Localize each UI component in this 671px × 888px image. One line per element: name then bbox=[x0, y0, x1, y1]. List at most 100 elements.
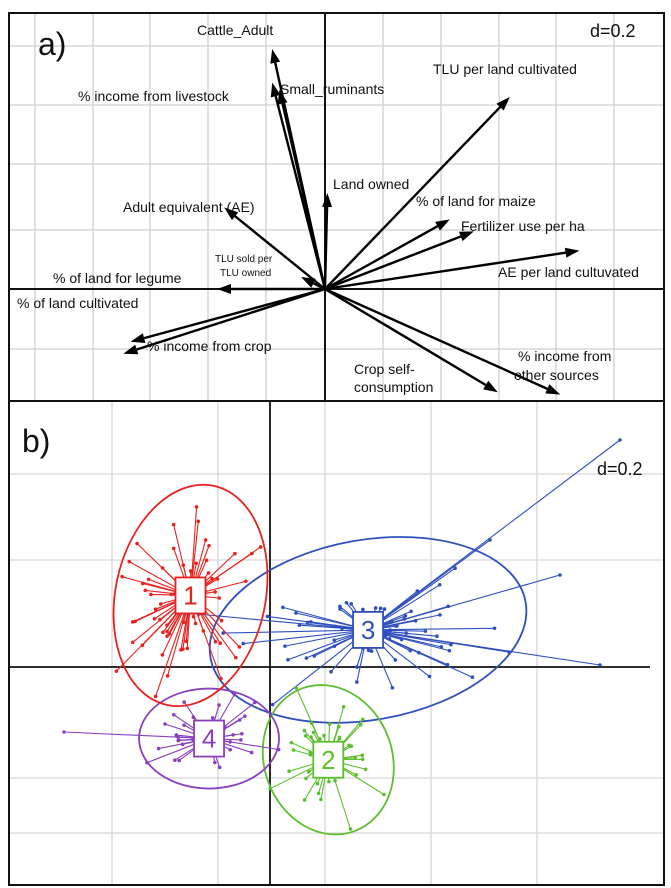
cluster-point bbox=[62, 730, 66, 734]
cluster-point bbox=[196, 520, 200, 524]
cluster-point bbox=[154, 695, 158, 699]
cluster-point bbox=[219, 677, 223, 681]
cluster-point bbox=[283, 644, 287, 648]
cluster-point bbox=[391, 686, 395, 690]
cluster-point bbox=[558, 573, 562, 577]
cluster-point bbox=[250, 751, 254, 755]
cluster-point bbox=[211, 716, 215, 720]
cluster-point bbox=[338, 605, 342, 609]
cluster-point bbox=[259, 545, 263, 549]
cluster-point bbox=[471, 675, 475, 679]
cluster-point bbox=[327, 780, 331, 784]
cluster-point bbox=[361, 758, 365, 762]
cluster-point bbox=[295, 686, 299, 690]
cluster-point bbox=[241, 642, 245, 646]
cluster-point bbox=[239, 738, 243, 742]
cluster-point bbox=[172, 547, 176, 551]
cluster-point bbox=[367, 649, 371, 653]
cluster-point bbox=[184, 640, 188, 644]
cluster-point bbox=[175, 733, 179, 737]
cluster-point bbox=[290, 741, 294, 745]
cluster-point bbox=[316, 782, 320, 786]
cluster-label: 2 bbox=[321, 745, 335, 775]
vector-label: % of land for legume bbox=[53, 270, 182, 286]
cluster-point bbox=[250, 552, 254, 556]
cluster-point bbox=[243, 714, 247, 718]
cluster-point bbox=[177, 738, 181, 742]
cluster-point bbox=[244, 579, 248, 583]
cluster-label: 3 bbox=[361, 615, 375, 645]
cluster-point bbox=[303, 798, 307, 802]
cluster-point bbox=[192, 615, 196, 619]
cluster-point bbox=[228, 748, 232, 752]
cluster-point bbox=[428, 675, 432, 679]
cluster-point bbox=[286, 658, 290, 662]
cluster-point bbox=[304, 777, 308, 781]
cluster-point bbox=[448, 649, 452, 653]
cluster-point bbox=[153, 617, 157, 621]
cluster-point bbox=[382, 793, 386, 797]
cluster-point bbox=[149, 593, 153, 597]
cluster-point bbox=[345, 601, 349, 605]
cluster-point bbox=[361, 608, 365, 612]
cluster-point bbox=[194, 561, 198, 565]
cluster-point bbox=[338, 737, 342, 741]
cluster-point bbox=[435, 634, 439, 638]
cluster-point bbox=[342, 705, 346, 709]
cluster-point bbox=[271, 703, 275, 707]
vector-label: Small_ruminants bbox=[280, 81, 384, 97]
vector-label: TLU per land cultivated bbox=[433, 61, 577, 77]
cluster-point bbox=[220, 619, 224, 623]
cluster-point bbox=[233, 693, 237, 697]
cluster-point bbox=[144, 589, 148, 593]
cluster-point bbox=[163, 722, 167, 726]
cluster-point bbox=[350, 744, 354, 748]
cluster-point bbox=[161, 653, 165, 657]
cluster-point bbox=[231, 733, 235, 737]
cluster-point bbox=[355, 680, 359, 684]
cluster-point bbox=[218, 641, 222, 645]
cluster-point bbox=[192, 715, 196, 719]
cluster-point bbox=[189, 569, 193, 573]
cluster-point bbox=[177, 759, 181, 763]
cluster-point bbox=[266, 615, 270, 619]
cluster-point bbox=[361, 717, 365, 721]
cluster-point bbox=[135, 542, 139, 546]
cluster-point bbox=[310, 721, 314, 725]
cluster-point bbox=[172, 523, 176, 527]
cluster-point bbox=[181, 647, 185, 651]
cluster-point bbox=[173, 758, 177, 762]
cluster-point bbox=[618, 438, 622, 442]
cluster-point bbox=[168, 632, 172, 636]
cluster-point bbox=[292, 748, 296, 752]
vector-label: % of land cultivated bbox=[17, 295, 138, 311]
cluster-point bbox=[213, 761, 217, 765]
cluster-point bbox=[340, 627, 344, 631]
cluster-point bbox=[414, 619, 418, 623]
cluster-point bbox=[493, 626, 497, 630]
cluster-point bbox=[329, 670, 333, 674]
cluster-point bbox=[161, 566, 165, 570]
panel-a-label: a) bbox=[38, 26, 66, 62]
cluster-point bbox=[147, 577, 151, 581]
cluster-point bbox=[216, 577, 220, 581]
cluster-point bbox=[303, 729, 307, 733]
cluster-point bbox=[194, 622, 198, 626]
vector-label: % income from livestock bbox=[78, 88, 230, 104]
cluster-label: 1 bbox=[183, 580, 197, 610]
cluster-point bbox=[185, 647, 189, 651]
cluster-point bbox=[240, 732, 244, 736]
cluster-point bbox=[364, 767, 368, 771]
cluster-point bbox=[360, 753, 364, 757]
cluster-point bbox=[304, 734, 308, 738]
cluster-point bbox=[157, 747, 161, 751]
cluster-point bbox=[218, 766, 222, 770]
cluster-point bbox=[127, 560, 131, 564]
cluster-point bbox=[424, 629, 428, 633]
cluster-point bbox=[281, 606, 285, 610]
cluster-point bbox=[598, 663, 602, 667]
cluster-point bbox=[332, 638, 336, 642]
cluster-point bbox=[207, 571, 211, 575]
cluster-point bbox=[154, 607, 158, 611]
